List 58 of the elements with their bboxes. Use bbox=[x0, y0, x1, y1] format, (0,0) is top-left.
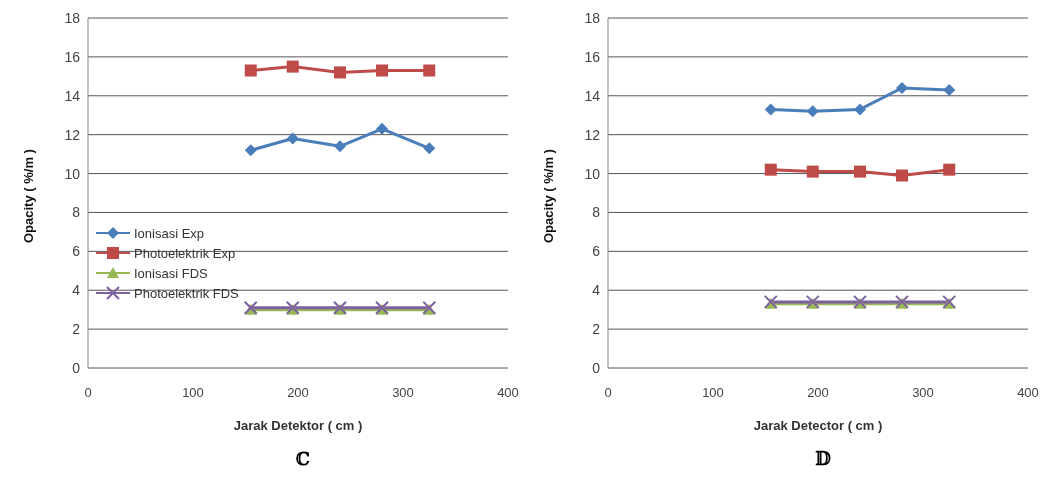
legend-label: Ionisasi Exp bbox=[134, 225, 205, 241]
x-tick-label: 300 bbox=[912, 385, 934, 401]
y-tick-label: 2 bbox=[592, 321, 601, 338]
y-tick-label: 6 bbox=[72, 243, 81, 260]
y-tick-label: 14 bbox=[584, 87, 601, 104]
y-tick-label: 6 bbox=[592, 243, 601, 260]
text: ℂ bbox=[294, 448, 312, 469]
y-tick-label: 10 bbox=[64, 165, 81, 182]
point bbox=[423, 142, 436, 155]
y-tick-label: 4 bbox=[592, 282, 601, 299]
point bbox=[806, 165, 819, 178]
y-tick-label: 12 bbox=[584, 126, 601, 143]
point bbox=[334, 140, 346, 153]
x-tick-label: 0 bbox=[84, 385, 92, 401]
point bbox=[423, 64, 436, 77]
x-tick-label: 200 bbox=[287, 385, 309, 401]
y-tick-label: 8 bbox=[72, 204, 81, 221]
y-tick-label: 18 bbox=[64, 9, 81, 26]
x-axis-title: Jarak Detektor ( cm ) bbox=[233, 418, 363, 433]
x-tick-label: 100 bbox=[182, 385, 204, 401]
y-axis-title: Opacity ( %/m ) bbox=[540, 149, 556, 243]
x-tick-label: 400 bbox=[497, 385, 519, 401]
point bbox=[764, 163, 777, 176]
point bbox=[376, 64, 388, 77]
point bbox=[334, 66, 346, 79]
x-tick-label: 100 bbox=[702, 385, 724, 401]
point bbox=[286, 60, 299, 73]
y-tick-label: 10 bbox=[584, 165, 601, 182]
legend-label: Ionisasi FDS bbox=[134, 265, 208, 281]
x-tick-label: 0 bbox=[604, 385, 612, 401]
y-tick-label: 16 bbox=[584, 48, 601, 65]
point bbox=[244, 64, 257, 77]
x-axis-title: Jarak Detector ( cm ) bbox=[753, 418, 883, 433]
y-tick-label: 0 bbox=[72, 359, 81, 376]
point bbox=[943, 83, 956, 96]
point bbox=[943, 163, 956, 176]
point bbox=[764, 103, 777, 116]
y-tick-label: 2 bbox=[72, 321, 81, 338]
y-tick-label: 12 bbox=[64, 126, 81, 143]
point bbox=[286, 132, 299, 145]
point bbox=[854, 103, 866, 116]
x-tick-label: 400 bbox=[1017, 385, 1039, 401]
y-axis-title: Opacity ( %/m ) bbox=[20, 149, 36, 243]
x-tick-label: 300 bbox=[392, 385, 414, 401]
point bbox=[896, 82, 908, 94]
y-tick-label: 16 bbox=[64, 48, 81, 65]
y-tick-label: 4 bbox=[72, 282, 81, 299]
point bbox=[244, 144, 257, 157]
y-tick-label: 0 bbox=[592, 359, 601, 376]
text: 𝔻 bbox=[814, 448, 832, 469]
point bbox=[806, 105, 819, 118]
y-tick-label: 18 bbox=[584, 9, 601, 26]
point bbox=[854, 165, 866, 178]
y-tick-label: 8 bbox=[592, 204, 601, 221]
point bbox=[896, 169, 908, 182]
x-tick-label: 200 bbox=[807, 385, 829, 401]
point bbox=[376, 122, 388, 135]
y-tick-label: 14 bbox=[64, 87, 81, 104]
